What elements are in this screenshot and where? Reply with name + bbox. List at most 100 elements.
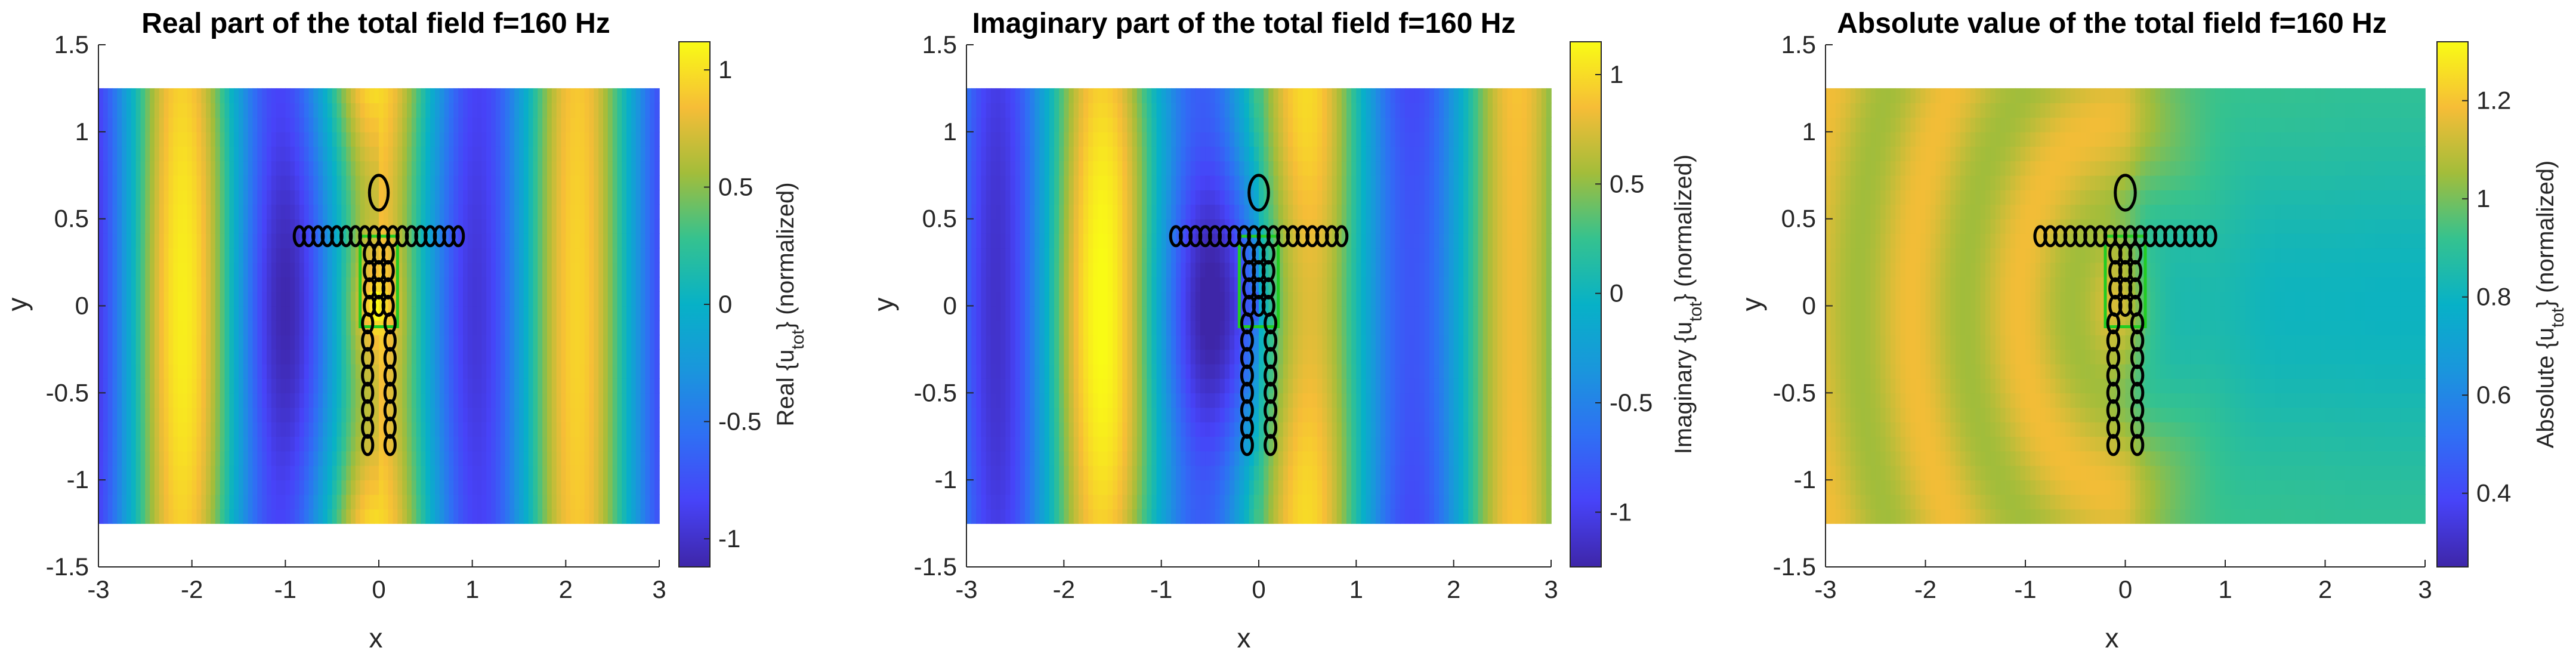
heatmap-cell: [290, 465, 295, 480]
heatmap-cell: [1005, 146, 1011, 162]
heatmap-cell: [1156, 146, 1162, 162]
heatmap-cell: [495, 233, 501, 249]
heatmap-cell: [107, 103, 113, 118]
heatmap-cell: [425, 306, 431, 321]
heatmap-cell: [1161, 451, 1167, 466]
heatmap-cell: [145, 349, 150, 365]
heatmap-cell: [971, 378, 977, 394]
heatmap-cell: [1073, 131, 1079, 147]
heatmap-cell: [1127, 306, 1133, 321]
heatmap-cell: [523, 218, 529, 234]
heatmap-cell: [966, 233, 972, 249]
heatmap-cell: [163, 190, 169, 205]
heatmap-cell: [318, 363, 323, 379]
heatmap-cell: [1151, 218, 1157, 234]
heatmap-cell: [383, 451, 389, 466]
heatmap-cell: [509, 161, 515, 176]
heatmap-cell: [1117, 378, 1123, 394]
heatmap-cell: [528, 131, 534, 147]
torso-ring: [381, 242, 395, 265]
heatmap-cell: [411, 451, 417, 466]
heatmap-cell: [1039, 146, 1045, 162]
heatmap-cell: [215, 161, 221, 176]
heatmap-cell: [107, 349, 113, 365]
heatmap-cell: [472, 320, 478, 335]
heatmap-cell: [514, 117, 520, 132]
heatmap-cell: [514, 320, 520, 335]
heatmap-cell: [645, 233, 651, 249]
heatmap-cell: [514, 407, 520, 422]
heatmap-cell: [996, 146, 1001, 162]
heatmap-cell: [551, 363, 557, 379]
heatmap-cell: [1151, 161, 1157, 176]
heatmap-cell: [444, 204, 450, 220]
heatmap-cell: [131, 407, 137, 422]
heatmap-cell: [505, 88, 511, 103]
heatmap-cell: [402, 335, 407, 350]
heatmap-cell: [163, 363, 169, 379]
heatmap-cell: [107, 306, 113, 321]
heatmap-cell: [402, 465, 407, 480]
heatmap-cell: [1015, 117, 1021, 132]
heatmap-cell: [416, 190, 422, 205]
heatmap-cell: [285, 335, 291, 350]
heatmap-cell: [178, 88, 183, 103]
heatmap-cell: [98, 276, 104, 292]
heatmap-cell: [486, 349, 492, 365]
heatmap-cell: [1093, 117, 1099, 132]
heatmap-cell: [1030, 436, 1036, 452]
heatmap-cell: [1147, 494, 1153, 510]
heatmap-cell: [243, 291, 249, 307]
heatmap-cell: [402, 131, 407, 147]
heatmap-cell: [201, 363, 206, 379]
heatmap-cell: [1136, 276, 1142, 292]
heatmap-cell: [411, 436, 417, 452]
heatmap-cell: [444, 88, 450, 103]
heatmap-cell: [435, 117, 440, 132]
heatmap-cell: [1171, 436, 1176, 452]
heatmap-cell: [248, 88, 254, 103]
heatmap-cell: [1113, 161, 1118, 176]
heatmap-cell: [491, 320, 496, 335]
heatmap-cell: [290, 421, 295, 437]
heatmap-cell: [285, 262, 291, 277]
heatmap-cell: [290, 407, 295, 422]
heatmap-cell: [1073, 218, 1079, 234]
heatmap-cell: [617, 320, 623, 335]
heatmap-cell: [150, 233, 155, 249]
heatmap-cell: [607, 276, 613, 292]
heatmap-cell: [239, 465, 244, 480]
heatmap-cell: [98, 421, 104, 437]
heatmap-cell: [341, 451, 347, 466]
heatmap-cell: [612, 508, 618, 524]
heatmap-cell: [252, 494, 258, 510]
heatmap-cell: [323, 349, 328, 365]
heatmap-cell: [1054, 335, 1060, 350]
heatmap-cell: [1034, 451, 1040, 466]
heatmap-cell: [966, 306, 972, 321]
heatmap-cell: [551, 421, 557, 437]
heatmap-cell: [1093, 421, 1099, 437]
heatmap-cell: [1083, 88, 1089, 103]
heatmap-cell: [360, 465, 366, 480]
heatmap-cell: [1122, 421, 1128, 437]
heatmap-cell: [528, 378, 534, 394]
heatmap-cell: [313, 363, 319, 379]
heatmap-cell: [617, 218, 623, 234]
heatmap-cell: [509, 276, 515, 292]
heatmap-cell: [346, 204, 351, 220]
heatmap-cell: [183, 218, 188, 234]
heatmap-cell: [1044, 88, 1050, 103]
heatmap-cell: [215, 335, 221, 350]
heatmap-cell: [117, 480, 122, 495]
heatmap-cell: [594, 320, 599, 335]
heatmap-cell: [1088, 451, 1094, 466]
heatmap-cell: [598, 248, 604, 263]
heatmap-cell: [533, 407, 539, 422]
heatmap-cell: [976, 508, 982, 524]
heatmap-cell: [472, 480, 478, 495]
heatmap-cell: [304, 190, 310, 205]
heatmap-cell: [486, 88, 492, 103]
heatmap-cell: [542, 175, 548, 190]
heatmap-cell: [435, 508, 440, 524]
